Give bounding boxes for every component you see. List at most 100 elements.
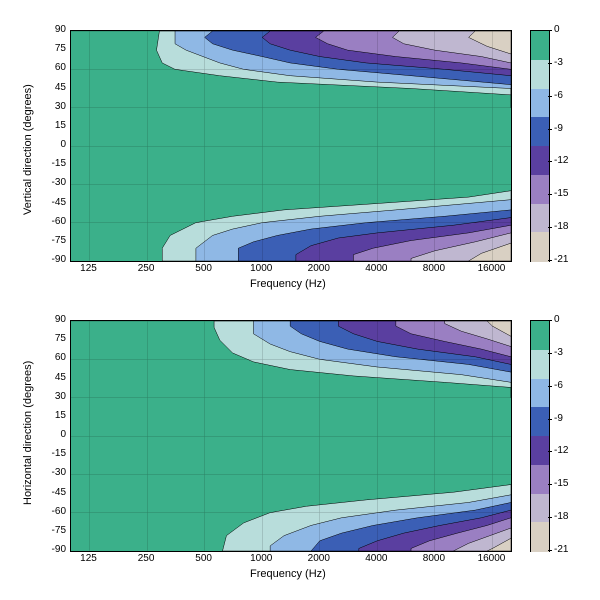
xtick: 125	[80, 554, 97, 564]
colorbar-tickmark	[548, 63, 552, 64]
colorbar-seg	[531, 350, 549, 379]
xlabel: Frequency (Hz)	[250, 568, 326, 580]
ylabel: Horizontal direction (degrees)	[22, 361, 34, 505]
ytick: -15	[38, 449, 66, 459]
ytick: 0	[38, 430, 66, 440]
ytick: 30	[38, 102, 66, 112]
xtick: 4000	[365, 554, 387, 564]
colorbar-seg	[531, 321, 549, 350]
colorbar-tick: -6	[554, 91, 563, 101]
colorbar	[530, 320, 550, 552]
colorbar-tick: -18	[554, 512, 568, 522]
xtick: 8000	[423, 264, 445, 274]
ytick: -75	[38, 236, 66, 246]
colorbar-tick: -9	[554, 414, 563, 424]
colorbar-seg	[531, 89, 549, 118]
colorbar-tickmark	[548, 194, 552, 195]
colorbar-tickmark	[548, 129, 552, 130]
ytick: -60	[38, 217, 66, 227]
xtick: 8000	[423, 554, 445, 564]
colorbar-tick: -9	[554, 124, 563, 134]
xtick: 250	[138, 264, 155, 274]
ytick: 60	[38, 63, 66, 73]
ytick: 90	[38, 25, 66, 35]
colorbar-seg	[531, 31, 549, 60]
xtick: 500	[195, 554, 212, 564]
colorbar-tick: -6	[554, 381, 563, 391]
colorbar-seg	[531, 232, 549, 261]
ytick: 60	[38, 353, 66, 363]
colorbar-tick: -12	[554, 156, 568, 166]
colorbar-tick: -15	[554, 479, 568, 489]
xlabel: Frequency (Hz)	[250, 278, 326, 290]
ytick: 75	[38, 334, 66, 344]
ytick: 75	[38, 44, 66, 54]
colorbar-tickmark	[548, 161, 552, 162]
colorbar-tick: -21	[554, 255, 568, 265]
colorbar-tick: -12	[554, 446, 568, 456]
ytick: -90	[38, 545, 66, 555]
colorbar-tick: 0	[554, 315, 560, 325]
colorbar-tickmark	[548, 419, 552, 420]
colorbar-tickmark	[548, 96, 552, 97]
ytick: 45	[38, 83, 66, 93]
xtick: 250	[138, 554, 155, 564]
xtick: 4000	[365, 264, 387, 274]
colorbar-tick: -18	[554, 222, 568, 232]
ytick: 30	[38, 392, 66, 402]
colorbar-tickmark	[548, 320, 552, 321]
ytick: -75	[38, 526, 66, 536]
ytick: 0	[38, 140, 66, 150]
xtick: 500	[195, 264, 212, 274]
colorbar-tick: -21	[554, 545, 568, 555]
ytick: -60	[38, 507, 66, 517]
xtick: 125	[80, 264, 97, 274]
colorbar	[530, 30, 550, 262]
ytick: -45	[38, 488, 66, 498]
ytick: -45	[38, 198, 66, 208]
colorbar-tickmark	[548, 260, 552, 261]
ytick: 90	[38, 315, 66, 325]
colorbar-tick: -15	[554, 189, 568, 199]
colorbar-seg	[531, 117, 549, 146]
xtick: 2000	[308, 264, 330, 274]
xtick: 2000	[308, 554, 330, 564]
panel-horizontal: -90-75-60-45-30-150153045607590125250500…	[0, 320, 600, 590]
ytick: -30	[38, 468, 66, 478]
panel-vertical: -90-75-60-45-30-150153045607590125250500…	[0, 30, 600, 300]
ylabel: Vertical direction (degrees)	[22, 84, 34, 215]
colorbar-seg	[531, 407, 549, 436]
ytick: -15	[38, 159, 66, 169]
xtick: 16000	[478, 264, 506, 274]
colorbar-tickmark	[548, 484, 552, 485]
plot-area-horizontal	[70, 320, 512, 552]
ytick: 45	[38, 373, 66, 383]
xtick: 16000	[478, 554, 506, 564]
colorbar-seg	[531, 522, 549, 551]
colorbar-tickmark	[548, 30, 552, 31]
colorbar-tickmark	[548, 517, 552, 518]
colorbar-seg	[531, 175, 549, 204]
colorbar-seg	[531, 204, 549, 233]
colorbar-seg	[531, 436, 549, 465]
colorbar-seg	[531, 146, 549, 175]
colorbar-seg	[531, 465, 549, 494]
colorbar-tick: -3	[554, 348, 563, 358]
ytick: 15	[38, 411, 66, 421]
xtick: 1000	[250, 554, 272, 564]
ytick: -90	[38, 255, 66, 265]
colorbar-tickmark	[548, 451, 552, 452]
ytick: 15	[38, 121, 66, 131]
colorbar-seg	[531, 494, 549, 523]
ytick: -30	[38, 178, 66, 188]
colorbar-tickmark	[548, 227, 552, 228]
contour-svg-horizontal	[71, 321, 511, 551]
colorbar-seg	[531, 60, 549, 89]
contour-svg-vertical	[71, 31, 511, 261]
colorbar-tickmark	[548, 550, 552, 551]
colorbar-tick: 0	[554, 25, 560, 35]
colorbar-tickmark	[548, 386, 552, 387]
colorbar-seg	[531, 379, 549, 408]
xtick: 1000	[250, 264, 272, 274]
colorbar-tick: -3	[554, 58, 563, 68]
